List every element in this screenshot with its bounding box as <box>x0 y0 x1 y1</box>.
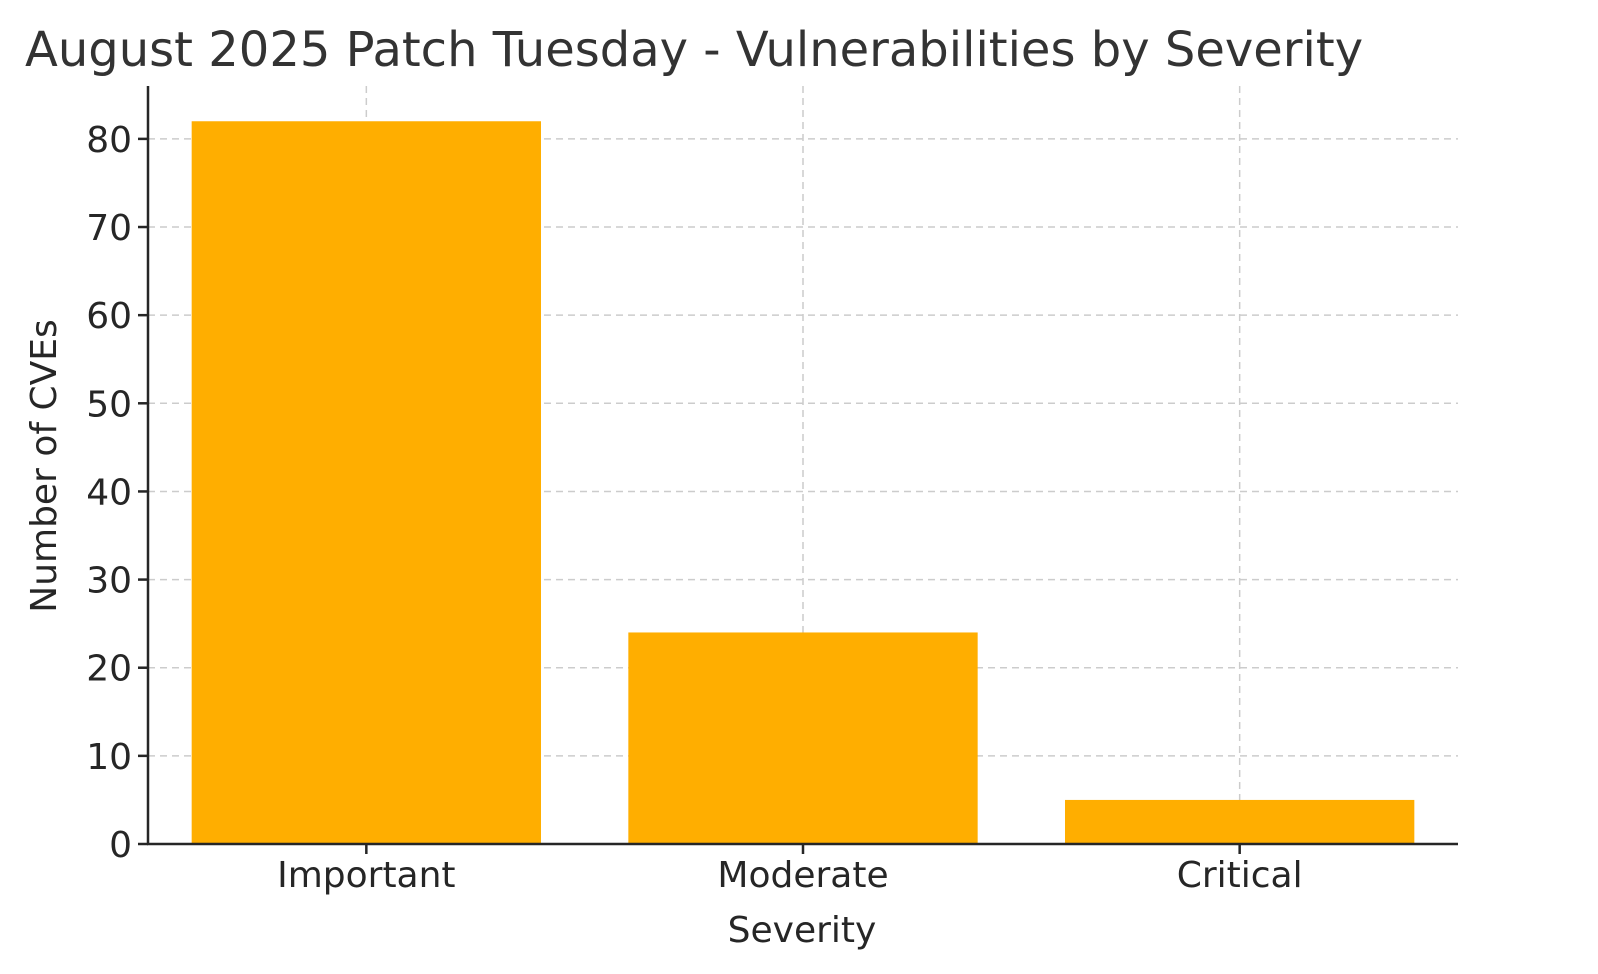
bar-moderate <box>628 632 978 844</box>
x-axis-ticks: Important Moderate Critical <box>277 844 1303 896</box>
bars <box>191 121 1415 845</box>
x-axis-label: Severity <box>728 910 877 951</box>
y-axis-label: Number of CVEs <box>24 319 65 612</box>
y-tick-label: 20 <box>86 649 132 690</box>
y-tick-label: 0 <box>109 825 132 866</box>
y-tick-label: 70 <box>86 208 132 249</box>
y-tick-label: 50 <box>86 384 132 425</box>
y-tick-label: 40 <box>86 472 132 513</box>
y-axis-ticks: 0 10 20 30 40 50 60 70 80 <box>86 120 148 866</box>
y-tick-label: 80 <box>86 120 132 161</box>
x-tick-label: Critical <box>1177 855 1303 896</box>
x-tick-label: Important <box>277 855 455 896</box>
x-tick-label: Moderate <box>717 855 888 896</box>
bar-critical <box>1065 799 1415 844</box>
bar-important <box>191 121 541 845</box>
y-tick-label: 60 <box>86 296 132 337</box>
chart-title: August 2025 Patch Tuesday - Vulnerabilit… <box>25 22 1363 78</box>
y-tick-label: 10 <box>86 737 132 778</box>
y-tick-label: 30 <box>86 561 132 602</box>
